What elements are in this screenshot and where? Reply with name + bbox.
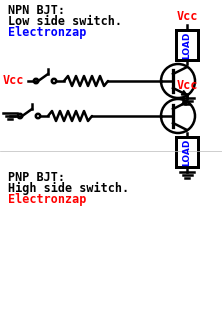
Text: NPN BJT:: NPN BJT: (8, 4, 65, 17)
Text: PNP BJT:: PNP BJT: (8, 171, 65, 184)
Polygon shape (181, 91, 187, 95)
Text: High side switch.: High side switch. (8, 182, 129, 195)
Bar (176, 30, 198, 60)
Text: Electronzap: Electronzap (8, 193, 86, 206)
Text: Low side switch.: Low side switch. (8, 15, 122, 28)
Text: Vcc: Vcc (3, 75, 24, 87)
Polygon shape (181, 100, 187, 105)
Text: Electronzap: Electronzap (8, 26, 86, 39)
Text: LOAD: LOAD (182, 31, 192, 59)
Text: Vcc: Vcc (176, 10, 198, 23)
Bar (176, 137, 198, 167)
Text: Vcc: Vcc (176, 79, 198, 92)
Text: LOAD: LOAD (182, 138, 192, 166)
